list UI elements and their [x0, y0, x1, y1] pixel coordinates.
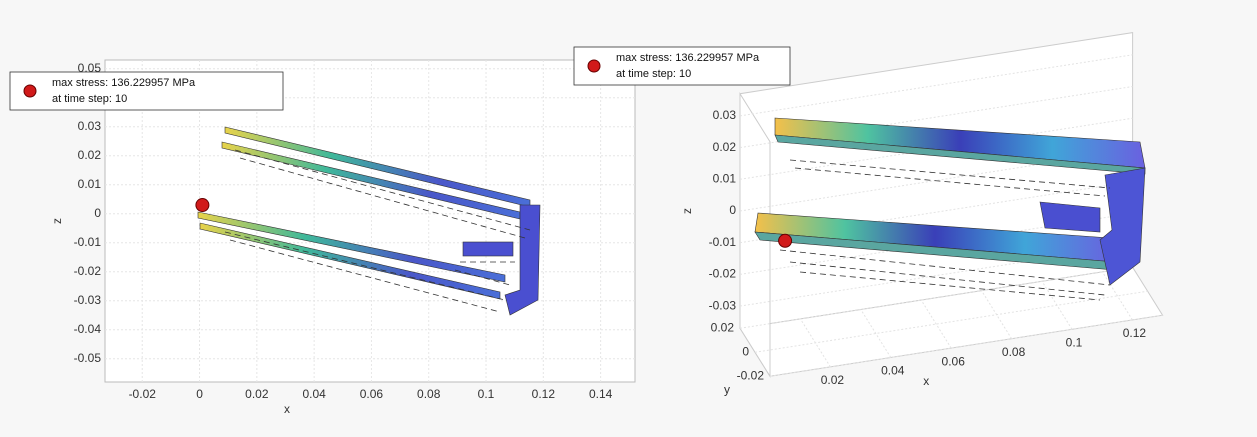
x-tick-label: 0.1 — [478, 387, 495, 401]
x-tick-label: 0.1 — [1066, 335, 1083, 349]
y-tick-label: 0 — [94, 206, 101, 220]
legend: max stress: 136.229957 MPa at time step: … — [573, 46, 791, 86]
x-tick-label: 0.12 — [1123, 326, 1147, 340]
y-tick-label: 0.02 — [711, 320, 735, 334]
y-tick-label: -0.04 — [74, 322, 102, 336]
x-tick-label: 0.08 — [1002, 345, 1026, 359]
y-tick-label: 0.05 — [78, 61, 102, 75]
x-tick-label: 0.08 — [417, 387, 441, 401]
z-tick-label: -0.03 — [709, 298, 737, 312]
legend-marker — [587, 59, 601, 73]
legend: max stress: 136.229957 MPa at time step: … — [9, 71, 284, 111]
z-tick-label: 0.02 — [713, 140, 737, 154]
x-axis-label: x — [284, 402, 290, 416]
max-stress-point — [195, 198, 210, 213]
x-tick-label: -0.02 — [129, 387, 157, 401]
marks: max stress: 136.229957 MPa at time step: … — [9, 46, 793, 248]
y-axis-label: y — [724, 382, 730, 396]
x-tick-label: 0.12 — [532, 387, 556, 401]
structure — [197, 126, 541, 316]
x-tick-label: 0 — [196, 387, 203, 401]
y-tick-label: 0.02 — [78, 148, 102, 162]
y-tick-label: -0.05 — [74, 351, 102, 365]
y-tick-label: 0.01 — [78, 177, 102, 191]
z-tick-label: 0 — [729, 203, 736, 217]
legend-marker — [23, 84, 37, 98]
legend-box — [9, 71, 284, 111]
legend-note: at time step: 10 — [616, 68, 691, 80]
x-tick-label: 0.06 — [942, 354, 966, 368]
x-tick-label: 0.06 — [360, 387, 384, 401]
legend-note: at time step: 10 — [52, 93, 127, 105]
y-tick-label: 0 — [742, 344, 749, 358]
y-tick-label: -0.02 — [74, 264, 102, 278]
z-axis-label: z — [680, 208, 694, 214]
grid-line — [860, 309, 892, 358]
z-tick-label: 0.03 — [713, 108, 737, 122]
legend-box — [573, 46, 791, 86]
structure — [754, 117, 1146, 301]
x-axis-label: x — [923, 374, 929, 388]
legend-label: max stress: 136.229957 MPa — [52, 77, 196, 89]
legend-label: max stress: 136.229957 MPa — [616, 52, 760, 64]
z-tick-label: -0.02 — [709, 267, 737, 281]
x-tick-label: 0.14 — [589, 387, 613, 401]
left-axes: -0.02 0 0.02 0.04 0.06 0.08 0.1 0.12 0.14 -0.05 -0… — [50, 59, 636, 416]
plot-area — [104, 59, 636, 383]
y-axis-label: z — [50, 218, 64, 224]
y-tick-label: 0.03 — [78, 119, 102, 133]
grid-line — [920, 299, 952, 349]
z-tick-label: 0.01 — [713, 171, 737, 185]
y-tick-label: -0.02 — [737, 368, 765, 382]
x-tick-label: 0.02 — [821, 373, 845, 387]
x-tick-label: 0.04 — [302, 387, 326, 401]
max-stress-point — [778, 233, 793, 248]
grid-line — [1101, 271, 1133, 321]
y-tick-label: -0.03 — [74, 293, 102, 307]
y-tick-label: -0.01 — [74, 235, 102, 249]
z-tick-label: -0.01 — [709, 235, 737, 249]
x-tick-label: 0.02 — [245, 387, 269, 401]
x-tick-label: 0.04 — [881, 364, 905, 378]
